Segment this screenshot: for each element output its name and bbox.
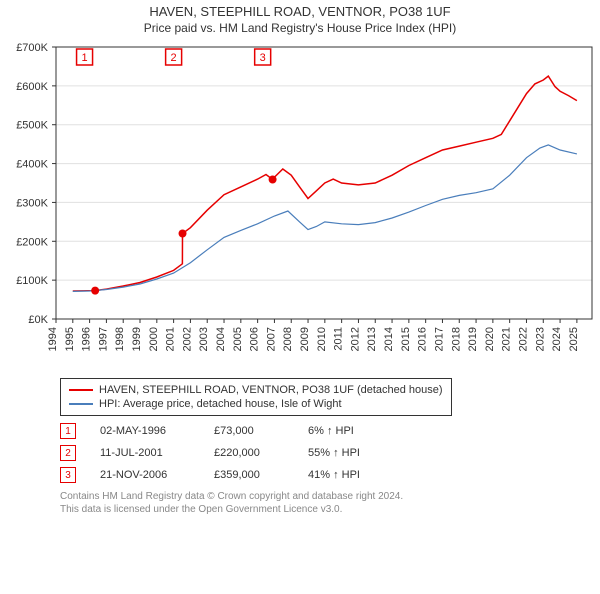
svg-text:2014: 2014 (383, 327, 395, 351)
svg-text:2003: 2003 (198, 327, 210, 351)
svg-text:2006: 2006 (249, 327, 261, 351)
svg-text:2021: 2021 (501, 327, 513, 351)
transaction-pct: 55% ↑ HPI (308, 447, 388, 459)
legend-label: HAVEN, STEEPHILL ROAD, VENTNOR, PO38 1UF… (99, 384, 443, 396)
svg-text:1999: 1999 (131, 327, 143, 351)
transaction-pct: 41% ↑ HPI (308, 469, 388, 481)
transaction-marker: 3 (60, 467, 76, 483)
footer-line-1: Contains HM Land Registry data © Crown c… (60, 490, 590, 503)
chart-area: £0K £100K £200K £300K £400K £500K £600K £700K 19… (0, 39, 600, 372)
legend-swatch (69, 389, 93, 391)
transaction-row: 2 11-JUL-2001 £220,000 55% ↑ HPI (60, 442, 590, 464)
svg-text:2017: 2017 (433, 327, 445, 351)
svg-text:2016: 2016 (417, 327, 429, 351)
footer-attribution: Contains HM Land Registry data © Crown c… (60, 490, 590, 516)
svg-text:1995: 1995 (64, 327, 76, 351)
svg-text:2002: 2002 (181, 327, 193, 351)
svg-text:£300K: £300K (16, 197, 48, 209)
transaction-table: 1 02-MAY-1996 £73,000 6% ↑ HPI 2 11-JUL-2001 £… (60, 420, 590, 486)
svg-text:2018: 2018 (450, 327, 462, 351)
svg-text:2010: 2010 (316, 327, 328, 351)
svg-text:£700K: £700K (16, 42, 48, 54)
svg-text:£600K: £600K (16, 81, 48, 93)
transaction-marker: 2 (60, 445, 76, 461)
svg-text:£400K: £400K (16, 159, 48, 171)
svg-text:£200K: £200K (16, 236, 48, 248)
transaction-price: £359,000 (214, 469, 284, 481)
svg-text:£100K: £100K (16, 275, 48, 287)
transaction-date: 21-NOV-2006 (100, 469, 190, 481)
legend-row: HAVEN, STEEPHILL ROAD, VENTNOR, PO38 1UF… (69, 383, 443, 397)
svg-text:1994: 1994 (47, 327, 59, 351)
legend-swatch (69, 403, 93, 405)
chart-title: HAVEN, STEEPHILL ROAD, VENTNOR, PO38 1UF (0, 4, 600, 19)
legend-label: HPI: Average price, detached house, Isle… (99, 398, 342, 410)
svg-text:1997: 1997 (97, 327, 109, 351)
svg-text:2025: 2025 (568, 327, 580, 351)
svg-text:2019: 2019 (467, 327, 479, 351)
transaction-price: £73,000 (214, 425, 284, 437)
svg-text:1998: 1998 (114, 327, 126, 351)
transaction-row: 3 21-NOV-2006 £359,000 41% ↑ HPI (60, 464, 590, 486)
svg-text:2023: 2023 (534, 327, 546, 351)
svg-text:1: 1 (82, 52, 88, 64)
svg-text:2001: 2001 (165, 327, 177, 351)
svg-text:2005: 2005 (232, 327, 244, 351)
svg-text:2: 2 (171, 52, 177, 64)
legend: HAVEN, STEEPHILL ROAD, VENTNOR, PO38 1UF… (60, 378, 452, 416)
svg-text:2011: 2011 (333, 327, 345, 351)
footer-line-2: This data is licensed under the Open Gov… (60, 503, 590, 516)
svg-text:2007: 2007 (265, 327, 277, 351)
svg-text:2013: 2013 (366, 327, 378, 351)
price-chart: £0K £100K £200K £300K £400K £500K £600K £700K 19… (0, 39, 600, 369)
svg-text:2008: 2008 (282, 327, 294, 351)
svg-text:2022: 2022 (517, 327, 529, 351)
svg-text:2000: 2000 (148, 327, 160, 351)
transaction-date: 02-MAY-1996 (100, 425, 190, 437)
svg-text:2015: 2015 (400, 327, 412, 351)
svg-text:2004: 2004 (215, 327, 227, 351)
svg-text:3: 3 (260, 52, 266, 64)
transaction-marker: 1 (60, 423, 76, 439)
transaction-row: 1 02-MAY-1996 £73,000 6% ↑ HPI (60, 420, 590, 442)
transaction-pct: 6% ↑ HPI (308, 425, 388, 437)
svg-text:£0K: £0K (28, 314, 48, 326)
svg-text:2024: 2024 (551, 327, 563, 351)
chart-subtitle: Price paid vs. HM Land Registry's House … (0, 21, 600, 35)
transaction-date: 11-JUL-2001 (100, 447, 190, 459)
svg-text:1996: 1996 (81, 327, 93, 351)
legend-row: HPI: Average price, detached house, Isle… (69, 397, 443, 411)
svg-text:£500K: £500K (16, 120, 48, 132)
svg-text:2009: 2009 (299, 327, 311, 351)
transaction-price: £220,000 (214, 447, 284, 459)
svg-text:2012: 2012 (349, 327, 361, 351)
svg-text:2020: 2020 (484, 327, 496, 351)
